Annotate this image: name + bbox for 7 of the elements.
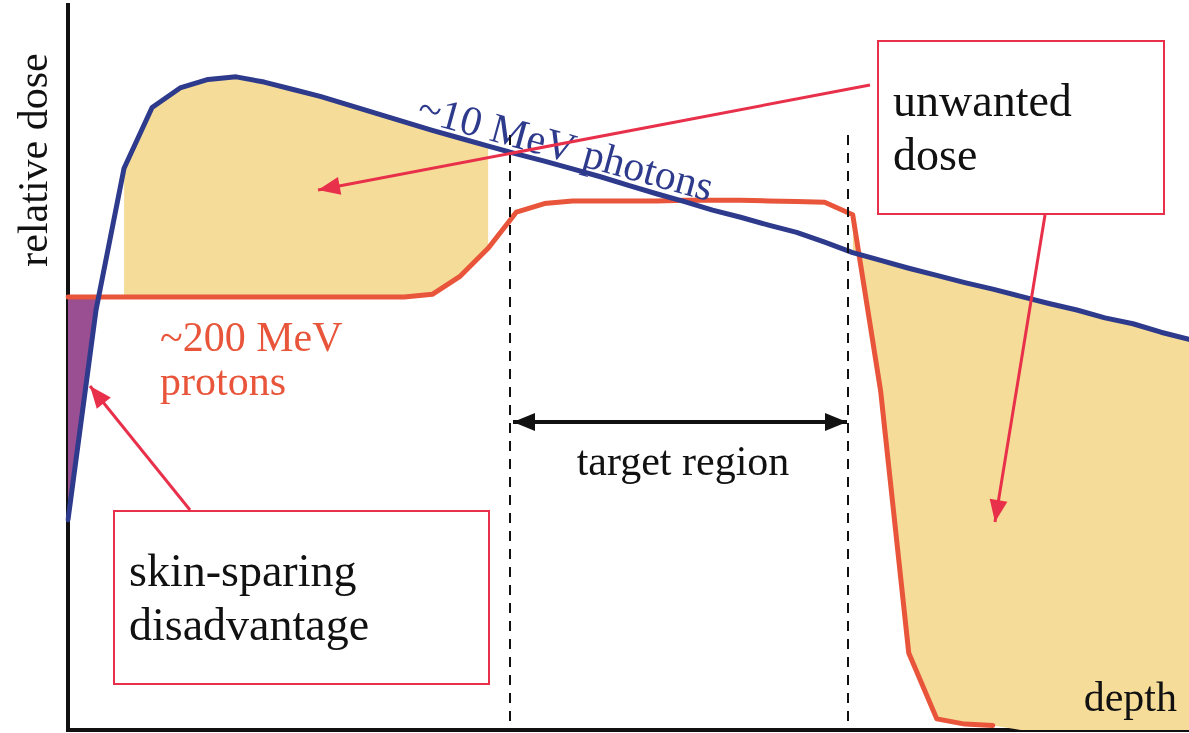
annotation: skin-sparing disadvantage [113,510,490,685]
x-axis-title: depth [1083,674,1177,721]
text: ~10 MeV photons [413,84,719,210]
annotation: target region [575,438,791,486]
y-axis-title: relative dose [10,53,57,267]
series-label: ~200 MeV protons [160,314,343,405]
annotation: unwanted dose [877,40,1165,215]
